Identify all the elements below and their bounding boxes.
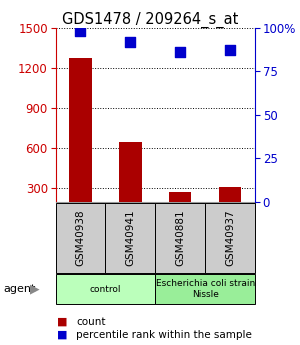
Bar <box>69 58 92 229</box>
Bar <box>169 193 191 229</box>
Text: Escherichia coli strain
Nissle: Escherichia coli strain Nissle <box>155 279 255 299</box>
Text: ■: ■ <box>57 317 68 326</box>
Text: percentile rank within the sample: percentile rank within the sample <box>76 330 252 339</box>
Text: GSM40937: GSM40937 <box>225 209 235 266</box>
Text: ▶: ▶ <box>30 283 39 296</box>
Text: agent: agent <box>3 284 35 294</box>
Text: GSM40941: GSM40941 <box>125 209 135 266</box>
Text: GSM40938: GSM40938 <box>75 209 85 266</box>
Text: GSM40881: GSM40881 <box>175 209 185 266</box>
Point <box>78 28 83 34</box>
Point <box>128 39 133 44</box>
Bar <box>219 187 241 229</box>
Bar <box>119 141 142 229</box>
Point <box>178 49 183 55</box>
Point <box>228 48 232 53</box>
Text: ■: ■ <box>57 330 68 339</box>
Text: GDS1478 / 209264_s_at: GDS1478 / 209264_s_at <box>62 12 238 28</box>
Text: control: control <box>90 285 121 294</box>
Text: count: count <box>76 317 106 326</box>
